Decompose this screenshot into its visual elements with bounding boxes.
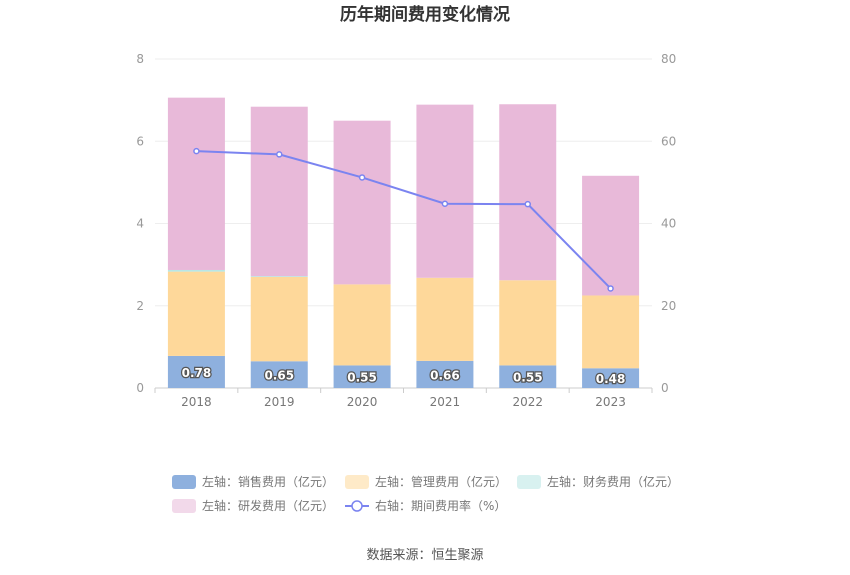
left-tick-label: 2 [136, 299, 144, 313]
right-tick-label: 60 [661, 134, 676, 148]
rate-point [441, 200, 449, 208]
x-tick-label: 2018 [181, 395, 212, 409]
rate-point [276, 151, 283, 158]
rate-point [193, 147, 200, 155]
rate-line [193, 147, 614, 292]
legend-line-marker [351, 500, 363, 512]
x-tick-label: 2019 [264, 395, 295, 409]
rate-point [607, 285, 614, 292]
legend[interactable]: 左轴：销售费用（亿元） 左轴：管理费用（亿元） 左轴：财务费用（亿元） 左轴：研发费用… [172, 474, 679, 513]
legend-swatch [172, 475, 196, 489]
bar-segment [499, 365, 557, 388]
bar-segment [333, 365, 391, 388]
bar-segment [167, 269, 225, 272]
right-axis-ticks: 0 20 40 60 80 [661, 52, 676, 395]
x-tick-label: 2022 [512, 395, 543, 409]
bar-segment [250, 361, 308, 388]
data-label: 0.78 [182, 366, 212, 380]
data-label: 0.66 [430, 368, 460, 382]
x-tick-label: 2023 [595, 395, 626, 409]
rate-point [524, 200, 531, 208]
legend-label: 右轴：期间费用率（%） [375, 498, 506, 513]
left-tick-label: 6 [136, 134, 144, 148]
legend-item[interactable]: 左轴：管理费用（亿元） [345, 474, 507, 489]
legend-label: 左轴：管理费用（亿元） [375, 474, 507, 489]
bar-segment [167, 271, 225, 356]
legend-item[interactable]: 左轴：销售费用（亿元） [172, 474, 334, 489]
bar-segment [167, 355, 225, 388]
legend-swatch [172, 499, 196, 513]
bar-segment [333, 120, 391, 285]
bar-segment [416, 360, 474, 388]
data-label: 0.55 [347, 371, 377, 385]
legend-item[interactable]: 右轴：期间费用率（%） [345, 498, 506, 513]
legend-label: 左轴：销售费用（亿元） [202, 474, 334, 489]
chart-title: 历年期间费用变化情况 [340, 4, 510, 25]
legend-swatch [517, 475, 541, 489]
bar-segment [250, 106, 308, 277]
bar-segment [416, 277, 474, 361]
rate-line-path [196, 150, 612, 290]
bar-segment [250, 276, 308, 277]
left-tick-label: 8 [136, 52, 144, 66]
bar-segment [582, 175, 640, 296]
data-label: 0.55 [513, 371, 543, 385]
bars: 0.78 0.65 0.55 0.66 0.55 0.48 [167, 97, 640, 388]
bar-segment [333, 284, 391, 366]
data-source: 数据来源：恒生聚源 [366, 548, 483, 563]
bar-segment [499, 280, 557, 366]
right-tick-label: 20 [661, 299, 676, 313]
legend-swatch [345, 475, 369, 489]
bar-segment [582, 295, 640, 369]
data-label: 0.48 [596, 372, 626, 386]
x-axis: 2018 2019 2020 2021 2022 2023 [154, 388, 653, 409]
right-tick-label: 0 [661, 381, 669, 395]
left-tick-label: 4 [136, 217, 144, 231]
x-tick-label: 2021 [430, 395, 461, 409]
legend-label: 左轴：研发费用（亿元） [202, 498, 334, 513]
left-tick-label: 0 [136, 381, 144, 395]
legend-item[interactable]: 左轴：研发费用（亿元） [172, 498, 334, 513]
bar-segment [499, 104, 557, 281]
legend-item[interactable]: 左轴：财务费用（亿元） [517, 474, 679, 489]
rate-point [358, 174, 366, 181]
grid-lines [155, 58, 652, 389]
bar-segment [167, 97, 225, 270]
right-tick-label: 80 [661, 52, 676, 66]
x-tick-label: 2020 [347, 395, 378, 409]
bar-segment [250, 276, 308, 362]
bar-segment [582, 368, 640, 388]
legend-label: 左轴：财务费用（亿元） [547, 474, 679, 489]
bar-segment [416, 104, 474, 278]
data-label: 0.65 [264, 369, 294, 383]
left-axis-ticks: 0 2 4 6 8 [136, 52, 144, 395]
right-tick-label: 40 [661, 217, 676, 231]
